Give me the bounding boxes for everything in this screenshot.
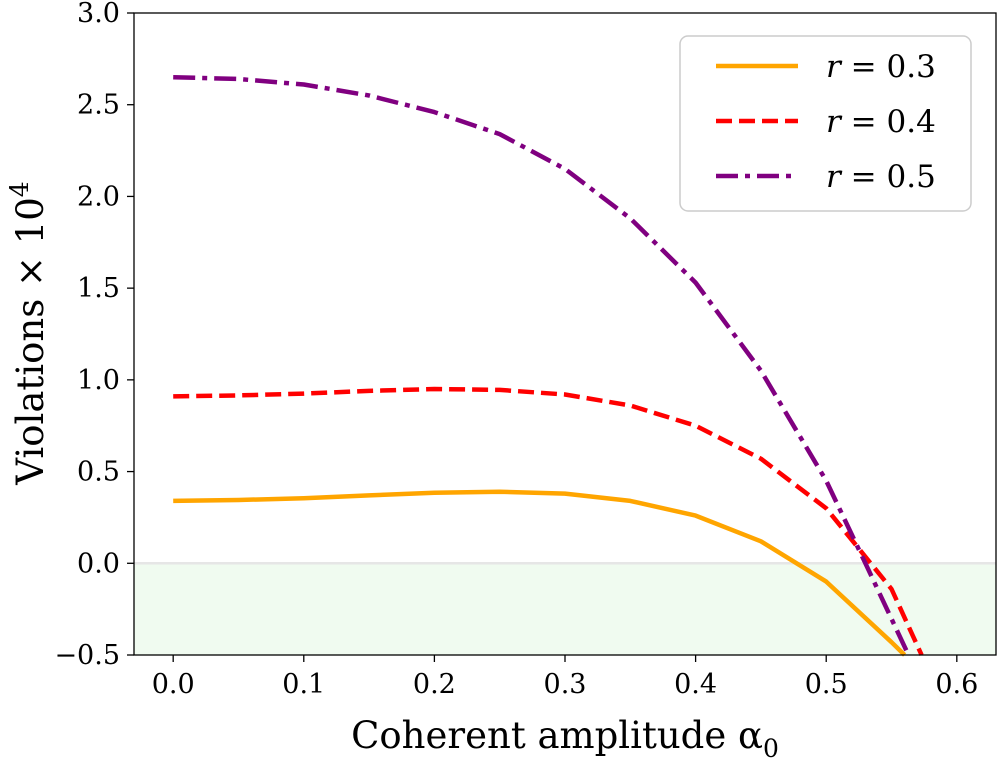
legend-box: [679, 35, 972, 212]
y-tick-label: −0.5: [54, 640, 120, 671]
y-axis: −0.5 0.0 0.5 1.0 1.5 2.0 2.5 3.0: [54, 0, 134, 671]
series-line-3: [173, 74, 911, 656]
legend-label-3: r = 0.5: [826, 159, 936, 195]
y-tick-label: 0.5: [77, 457, 120, 488]
y-tick-label: 2.0: [77, 181, 120, 212]
x-tick-label: 0.2: [413, 669, 456, 700]
series-line-2: [173, 386, 924, 656]
x-tick-label: 0.1: [282, 669, 325, 700]
x-tick-label: 0.4: [674, 669, 717, 700]
y-tick-label: 1.0: [77, 365, 120, 396]
legend-entries: r = 0.3 r = 0.4 r = 0.5: [716, 49, 936, 195]
x-axis: 0.0 0.1 0.2 0.3 0.4 0.5 0.6: [152, 655, 978, 700]
legend-label-2: r = 0.4: [826, 104, 936, 140]
x-axis-label: Coherent amplitude α0: [351, 714, 779, 758]
x-tick-label: 0.0: [152, 669, 195, 700]
y-tick-label: 3.0: [77, 0, 120, 29]
legend: r = 0.3 r = 0.4 r = 0.5: [679, 35, 972, 212]
plot-shaded-region: [134, 563, 996, 655]
series-line-1: [173, 489, 907, 657]
y-tick-label: 0.0: [77, 548, 120, 579]
y-tick-label: 2.5: [77, 90, 120, 121]
legend-label-1: r = 0.3: [826, 49, 936, 85]
series-layer: [173, 74, 924, 657]
x-tick-label: 0.3: [544, 669, 587, 700]
y-tick-label: 1.5: [77, 273, 120, 304]
x-tick-label: 0.6: [935, 669, 978, 700]
x-tick-label: 0.5: [805, 669, 848, 700]
y-axis-label: Violations × 104: [5, 181, 52, 485]
